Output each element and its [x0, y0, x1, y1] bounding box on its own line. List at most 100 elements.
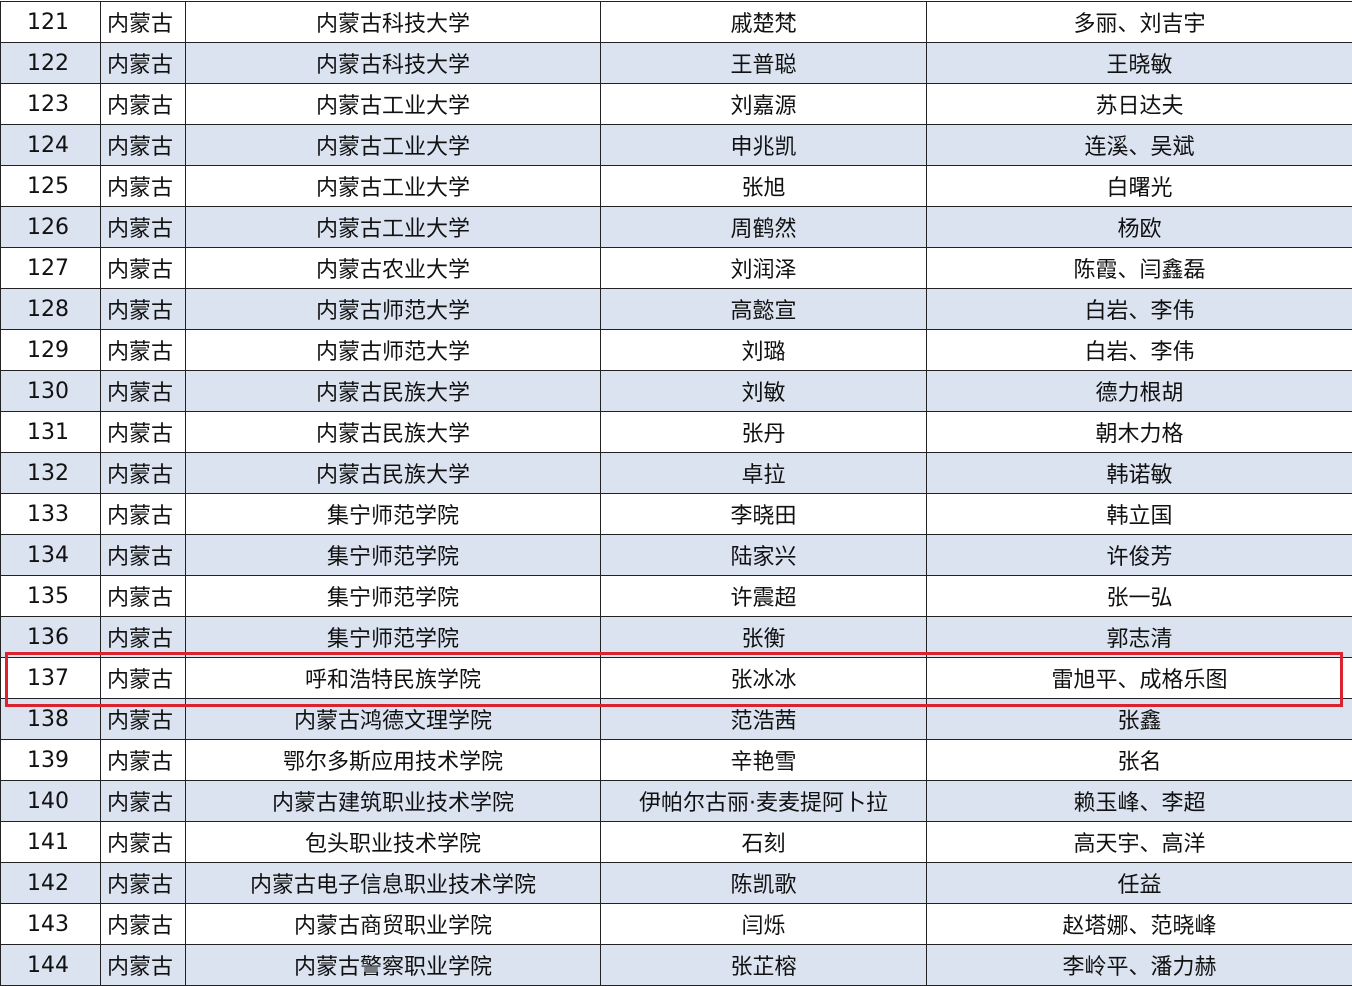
school-cell: 集宁师范学院: [186, 576, 601, 617]
student-cell: 高懿宣: [601, 289, 927, 330]
student-cell: 刘敏: [601, 371, 927, 412]
school-cell: 内蒙古警察职业学院: [186, 945, 601, 986]
school-cell: 呼和浩特民族学院: [186, 658, 601, 699]
school-cell: 内蒙古工业大学: [186, 84, 601, 125]
student-cell: 范浩茜: [601, 699, 927, 740]
advisor-cell: 雷旭平、成格乐图: [927, 658, 1352, 699]
school-cell: 内蒙古科技大学: [186, 43, 601, 84]
province-cell: 内蒙古: [101, 904, 186, 945]
province-cell: 内蒙古: [101, 412, 186, 453]
student-cell: 张丹: [601, 412, 927, 453]
advisor-cell: 赵塔娜、范晓峰: [927, 904, 1352, 945]
advisor-cell: 赖玉峰、李超: [927, 781, 1352, 822]
school-cell: 包头职业技术学院: [186, 822, 601, 863]
student-cell: 辛艳雪: [601, 740, 927, 781]
advisor-cell: 陈霞、闫鑫磊: [927, 248, 1352, 289]
school-cell: 内蒙古民族大学: [186, 371, 601, 412]
student-cell: 伊帕尔古丽·麦麦提阿卜拉: [601, 781, 927, 822]
advisor-cell: 韩立国: [927, 494, 1352, 535]
advisor-cell: 白曙光: [927, 166, 1352, 207]
province-cell: 内蒙古: [101, 863, 186, 904]
row-number: 136: [1, 617, 101, 658]
school-cell: 内蒙古师范大学: [186, 289, 601, 330]
advisor-cell: 多丽、刘吉宇: [927, 2, 1352, 43]
advisor-cell: 苏日达夫: [927, 84, 1352, 125]
student-cell: 申兆凯: [601, 125, 927, 166]
school-cell: 内蒙古民族大学: [186, 453, 601, 494]
school-cell: 内蒙古鸿德文理学院: [186, 699, 601, 740]
province-cell: 内蒙古: [101, 166, 186, 207]
province-cell: 内蒙古: [101, 43, 186, 84]
row-number: 134: [1, 535, 101, 576]
advisor-cell: 连溪、吴斌: [927, 125, 1352, 166]
advisor-cell: 许俊芳: [927, 535, 1352, 576]
row-number: 137: [1, 658, 101, 699]
school-cell: 内蒙古民族大学: [186, 412, 601, 453]
row-number: 132: [1, 453, 101, 494]
student-cell: 石刻: [601, 822, 927, 863]
advisor-cell: 张名: [927, 740, 1352, 781]
row-number: 128: [1, 289, 101, 330]
advisor-cell: 白岩、李伟: [927, 330, 1352, 371]
row-number: 140: [1, 781, 101, 822]
school-cell: 内蒙古科技大学: [186, 2, 601, 43]
province-cell: 内蒙古: [101, 125, 186, 166]
student-cell: 刘璐: [601, 330, 927, 371]
student-cell: 卓拉: [601, 453, 927, 494]
school-cell: 内蒙古电子信息职业技术学院: [186, 863, 601, 904]
row-number: 127: [1, 248, 101, 289]
province-cell: 内蒙古: [101, 2, 186, 43]
student-cell: 张衡: [601, 617, 927, 658]
province-cell: 内蒙古: [101, 699, 186, 740]
province-cell: 内蒙古: [101, 330, 186, 371]
student-cell: 许震超: [601, 576, 927, 617]
row-number: 141: [1, 822, 101, 863]
province-cell: 内蒙古: [101, 740, 186, 781]
advisor-cell: 朝木力格: [927, 412, 1352, 453]
student-cell: 陈凯歌: [601, 863, 927, 904]
row-number: 124: [1, 125, 101, 166]
student-cell: 闫烁: [601, 904, 927, 945]
row-number: 125: [1, 166, 101, 207]
school-cell: 集宁师范学院: [186, 617, 601, 658]
advisor-cell: 白岩、李伟: [927, 289, 1352, 330]
row-number: 138: [1, 699, 101, 740]
school-cell: 内蒙古工业大学: [186, 125, 601, 166]
school-cell: 鄂尔多斯应用技术学院: [186, 740, 601, 781]
advisor-cell: 高天宇、高洋: [927, 822, 1352, 863]
advisor-cell: 韩诺敏: [927, 453, 1352, 494]
province-cell: 内蒙古: [101, 494, 186, 535]
row-number: 121: [1, 2, 101, 43]
row-number: 139: [1, 740, 101, 781]
advisor-cell: 德力根胡: [927, 371, 1352, 412]
school-cell: 内蒙古师范大学: [186, 330, 601, 371]
province-cell: 内蒙古: [101, 535, 186, 576]
school-cell: 内蒙古建筑职业技术学院: [186, 781, 601, 822]
row-number: 133: [1, 494, 101, 535]
row-number: 135: [1, 576, 101, 617]
province-cell: 内蒙古: [101, 84, 186, 125]
row-number: 126: [1, 207, 101, 248]
school-cell: 内蒙古商贸职业学院: [186, 904, 601, 945]
school-cell: 集宁师范学院: [186, 494, 601, 535]
province-cell: 内蒙古: [101, 371, 186, 412]
